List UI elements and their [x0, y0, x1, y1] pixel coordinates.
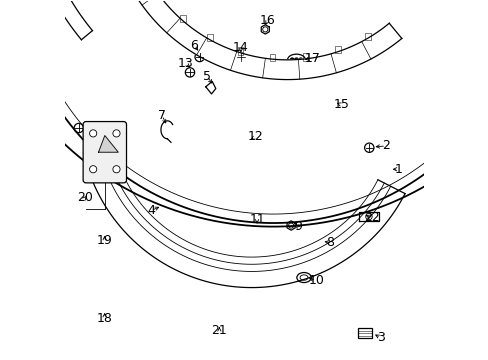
Text: 2: 2	[382, 139, 389, 152]
Polygon shape	[27, 0, 92, 40]
Text: 16: 16	[260, 14, 275, 27]
Text: 1: 1	[394, 163, 402, 176]
Circle shape	[89, 130, 97, 137]
Circle shape	[113, 166, 120, 173]
Circle shape	[89, 166, 97, 173]
Text: 8: 8	[326, 236, 334, 249]
FancyBboxPatch shape	[83, 122, 126, 183]
Text: 22: 22	[363, 211, 379, 224]
Text: 11: 11	[249, 213, 264, 226]
Bar	[365, 33, 370, 40]
Bar	[237, 47, 243, 54]
Text: 9: 9	[294, 220, 302, 233]
Text: 6: 6	[190, 39, 198, 52]
Polygon shape	[125, 0, 401, 80]
Text: 5: 5	[203, 69, 210, 82]
Text: 20: 20	[77, 192, 93, 204]
Bar	[335, 46, 340, 53]
Bar	[207, 34, 212, 41]
Text: 13: 13	[177, 57, 193, 70]
Text: 17: 17	[304, 51, 320, 64]
Bar	[180, 15, 185, 22]
Polygon shape	[99, 135, 118, 152]
Circle shape	[298, 58, 302, 62]
Bar	[303, 53, 308, 60]
Text: 3: 3	[376, 331, 384, 344]
Text: 10: 10	[307, 274, 324, 287]
Text: 4: 4	[147, 204, 155, 217]
Bar	[239, 55, 242, 59]
Text: 21: 21	[211, 324, 227, 337]
Text: 19: 19	[97, 234, 112, 247]
Text: 12: 12	[247, 130, 263, 144]
Circle shape	[290, 58, 293, 62]
Bar	[269, 54, 275, 61]
Text: 14: 14	[233, 41, 248, 54]
Text: 15: 15	[333, 98, 348, 111]
Circle shape	[294, 58, 298, 62]
Circle shape	[113, 130, 120, 137]
Text: 7: 7	[158, 109, 166, 122]
Text: 18: 18	[97, 311, 112, 325]
Bar	[357, 328, 371, 338]
